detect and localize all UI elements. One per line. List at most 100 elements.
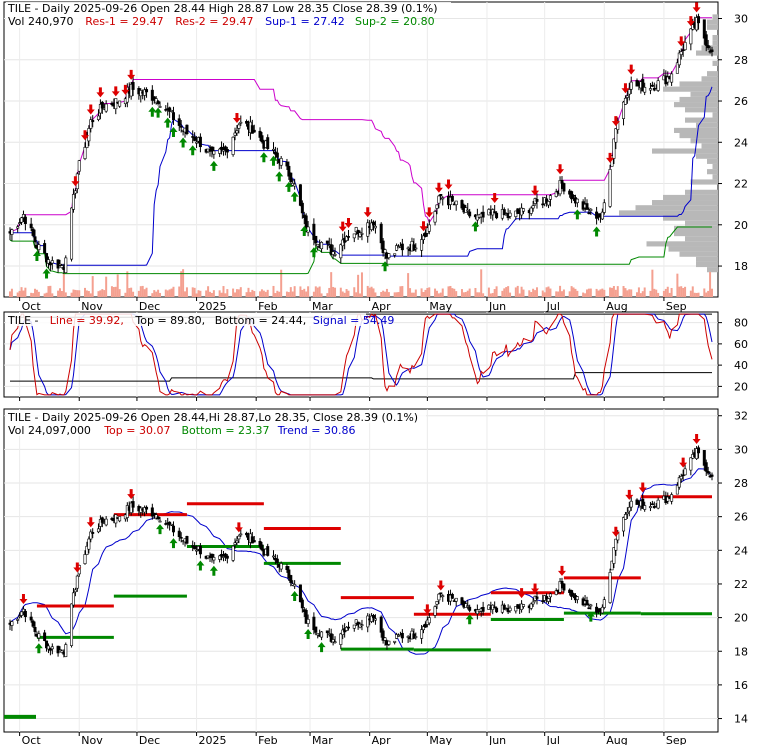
- volume-bar: [520, 286, 523, 297]
- volume-bar: [476, 292, 479, 297]
- trend-candle: [354, 619, 358, 624]
- price-candle: [193, 136, 197, 141]
- price-candle: [683, 42, 687, 51]
- sell-arrow: [419, 221, 428, 232]
- price-candle: [98, 104, 102, 114]
- volume-bar: [357, 274, 360, 297]
- trend-candle: [614, 538, 618, 551]
- buy-arrow: [259, 152, 268, 163]
- volume-bar: [703, 288, 706, 297]
- price-candle: [372, 221, 376, 226]
- price-y-tick-label: 20: [734, 219, 748, 232]
- trend-candle: [608, 572, 612, 603]
- volume-bar: [245, 292, 248, 297]
- volume-bar: [274, 293, 277, 297]
- trend-candle: [46, 645, 50, 650]
- trend-candle: [545, 596, 549, 600]
- price-candle: [87, 128, 91, 142]
- volume-bar: [124, 292, 127, 297]
- trend-candle: [16, 618, 20, 621]
- volume-bar: [466, 290, 469, 297]
- volume-bar: [424, 289, 427, 297]
- price-candle: [406, 247, 410, 250]
- volume-bar: [51, 293, 54, 297]
- volume-bar: [570, 286, 573, 297]
- volume-bar: [355, 292, 358, 297]
- trend-candle: [683, 468, 687, 476]
- trend-candle: [558, 581, 562, 593]
- sell-arrow: [606, 152, 615, 163]
- trend-candle: [85, 545, 89, 555]
- volume-bar: [210, 292, 213, 297]
- volume-bar: [262, 290, 265, 297]
- price-candle: [275, 152, 279, 158]
- trend-candle: [681, 474, 685, 477]
- volume-bar: [316, 287, 319, 297]
- volume-bar: [705, 292, 708, 297]
- volume-bar: [207, 286, 210, 297]
- volume-bar: [491, 293, 494, 297]
- price-candle: [468, 211, 472, 217]
- volume-bar: [178, 286, 181, 297]
- price-candle: [439, 194, 443, 196]
- volume-bar: [495, 286, 498, 297]
- volume-profile-bar: [674, 127, 718, 133]
- trend-x-tick-label: Aug: [606, 734, 627, 745]
- trend-candle: [481, 606, 485, 612]
- trend-candle: [45, 640, 49, 649]
- volume-bar: [97, 291, 100, 297]
- trend-candle: [129, 502, 133, 513]
- price-candle: [237, 124, 241, 129]
- price-candle: [562, 183, 566, 192]
- trend-candle: [535, 596, 539, 599]
- trend-candle: [258, 540, 262, 547]
- volume-bar: [20, 287, 23, 297]
- trend-candle: [575, 596, 579, 600]
- volume-bar: [507, 286, 510, 297]
- trend-chart-title: TILE - Daily 2025-09-26 Open 28.44,Hi 28…: [7, 411, 418, 424]
- price-candle: [314, 235, 318, 244]
- price-candle: [547, 201, 551, 206]
- trend-x-tick-label: Mar: [312, 734, 333, 745]
- trend-candle: [23, 610, 27, 617]
- trend-candle: [237, 535, 241, 540]
- price-candle: [423, 232, 427, 237]
- volume-bar: [401, 286, 404, 297]
- price-candle: [412, 244, 416, 251]
- price-x-tick-label: Nov: [81, 300, 103, 313]
- volume-profile-bar: [696, 50, 718, 56]
- volume-bar: [622, 286, 625, 297]
- price-candle: [502, 209, 506, 216]
- trend-y-tick-label: 24: [734, 544, 748, 557]
- price-panel-frame: [3, 1, 719, 298]
- trend-buy-arrow: [317, 642, 326, 653]
- price-candle: [170, 109, 174, 112]
- trend-candle: [710, 474, 714, 477]
- price-y-tick-label: 30: [734, 13, 748, 26]
- header-background: [6, 410, 426, 423]
- volume-bar: [455, 291, 458, 297]
- price-candle: [393, 253, 397, 256]
- price-candle: [422, 235, 426, 241]
- volume-bar: [368, 287, 371, 297]
- volume-bar: [22, 290, 25, 297]
- buy-arrow: [209, 160, 218, 171]
- sell-arrow: [425, 207, 434, 218]
- price-candle: [558, 180, 562, 195]
- price-candle: [29, 223, 33, 229]
- volume-bar: [509, 292, 512, 297]
- price-candle: [266, 137, 270, 149]
- price-header-item: Sup-1 = 27.42: [265, 15, 345, 28]
- trend-buy-arrow: [465, 614, 474, 625]
- sup-2-line: [9, 226, 712, 275]
- volume-bar: [535, 287, 538, 297]
- trend-candle: [223, 553, 227, 557]
- price-candle: [252, 129, 256, 133]
- price-candle: [10, 229, 14, 235]
- volume-bar: [664, 288, 667, 297]
- price-candle: [481, 211, 485, 218]
- volume-bar: [382, 290, 385, 297]
- volume-bar: [118, 289, 121, 297]
